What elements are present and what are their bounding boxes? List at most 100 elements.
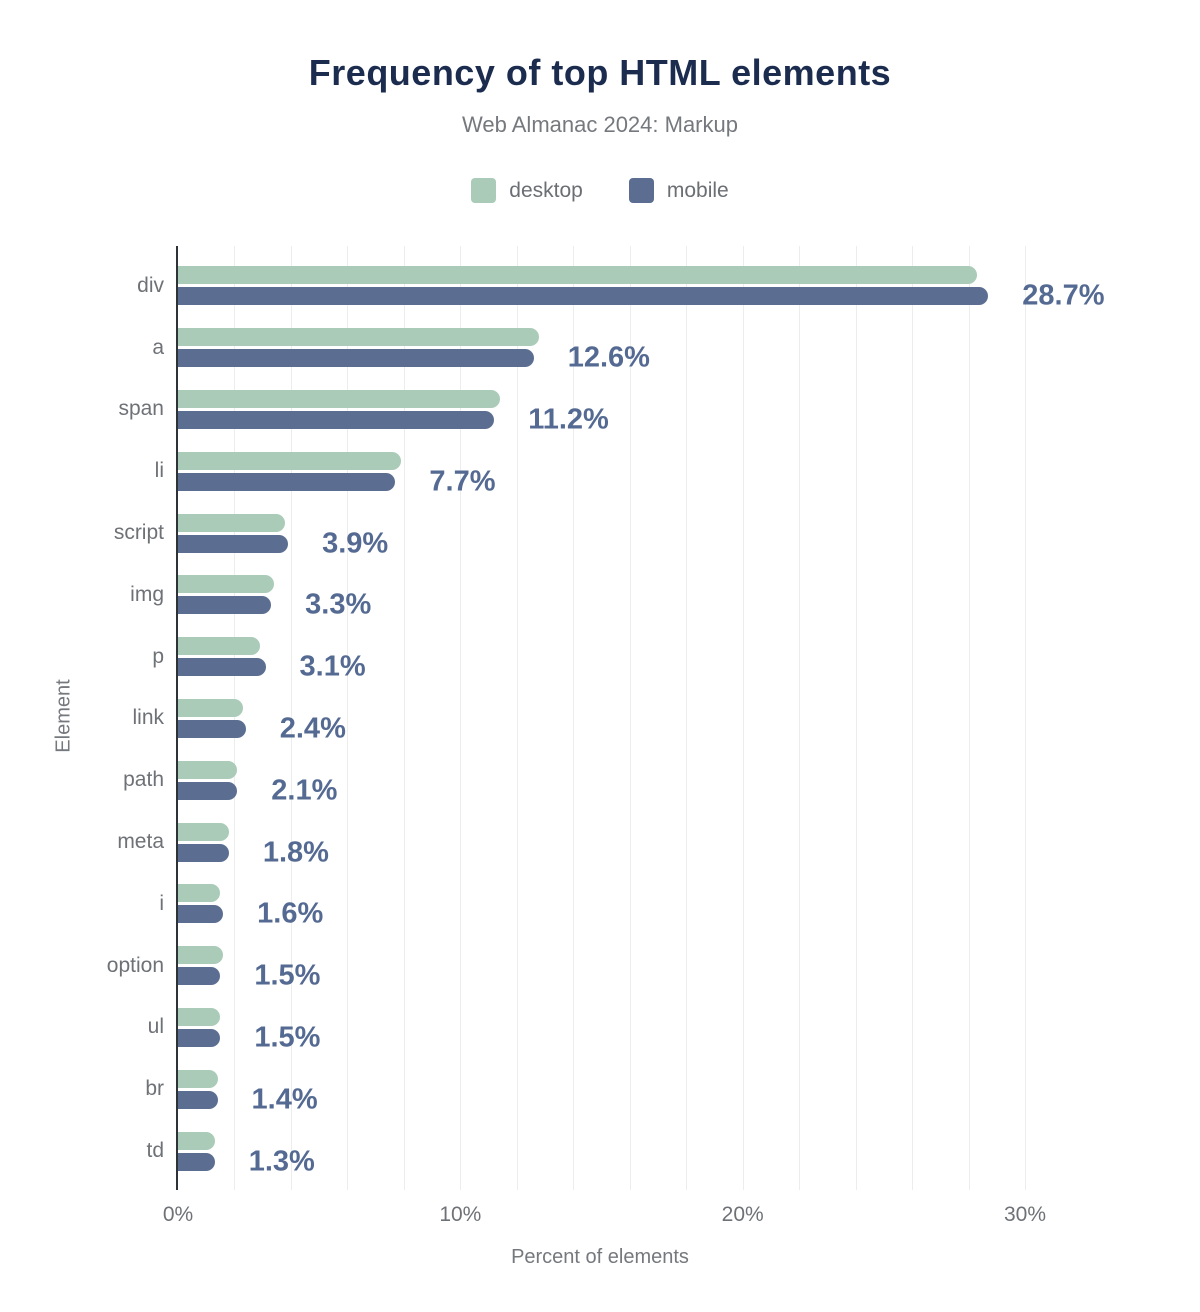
- y-axis-category-label: option: [106, 953, 164, 977]
- chart-subtitle: Web Almanac 2024: Markup: [462, 112, 738, 137]
- chart-row: path 2.1%: [0, 749, 1200, 811]
- gridline: [742, 246, 744, 1190]
- chart-row: img 3.3%: [0, 564, 1200, 626]
- gridline: [573, 246, 575, 1190]
- y-axis-category-label: br: [145, 1077, 164, 1101]
- desktop-bar[interactable]: [178, 760, 238, 779]
- desktop-bar[interactable]: [178, 328, 540, 347]
- value-label: 3.9%: [322, 527, 389, 560]
- value-label: 28.7%: [1022, 279, 1105, 312]
- value-label: 1.3%: [248, 1145, 315, 1178]
- desktop-bar[interactable]: [178, 389, 500, 408]
- desktop-bar[interactable]: [178, 266, 977, 285]
- value-label: 3.3%: [305, 588, 372, 621]
- mobile-bar[interactable]: [178, 658, 266, 677]
- desktop-bar[interactable]: [178, 451, 402, 470]
- y-axis-category-label: p: [152, 644, 164, 668]
- y-axis-category-label: link: [132, 706, 164, 730]
- gridline: [968, 246, 970, 1190]
- chart-row: meta 1.8%: [0, 811, 1200, 873]
- mobile-swatch-icon: [628, 178, 654, 203]
- plot-area: [0, 246, 1200, 1190]
- x-axis-tick-label: 10%: [439, 1203, 482, 1226]
- chart-row: div 28.7%: [0, 255, 1200, 317]
- desktop-bar[interactable]: [178, 822, 229, 841]
- value-label: 1.4%: [251, 1083, 318, 1116]
- legend-label-desktop: desktop: [509, 178, 583, 202]
- mobile-bar[interactable]: [178, 905, 224, 924]
- desktop-bar[interactable]: [178, 637, 260, 656]
- desktop-bar[interactable]: [178, 1007, 221, 1026]
- x-axis-tick-label: 30%: [1003, 1203, 1047, 1226]
- mobile-bar[interactable]: [178, 1090, 218, 1109]
- chart-row: span 11.2%: [0, 379, 1200, 441]
- gridline: [234, 246, 236, 1190]
- gridline: [460, 246, 462, 1190]
- desktop-bar[interactable]: [178, 513, 286, 532]
- value-label: 1.6%: [257, 897, 324, 930]
- value-label: 3.1%: [299, 650, 366, 683]
- gridline: [686, 246, 688, 1190]
- chart-row: script 3.9%: [0, 502, 1200, 564]
- legend-item-desktop[interactable]: desktop: [471, 178, 583, 203]
- gridline: [1025, 246, 1026, 1190]
- value-label: 1.5%: [254, 959, 321, 992]
- desktop-bar[interactable]: [178, 698, 243, 717]
- chart-row: br 1.4%: [0, 1058, 1200, 1120]
- x-axis: 0% 10% 20% 30%: [0, 1203, 1200, 1229]
- mobile-bar[interactable]: [178, 534, 289, 553]
- mobile-bar[interactable]: [178, 781, 238, 800]
- value-label: 1.5%: [254, 1021, 321, 1054]
- mobile-bar[interactable]: [178, 967, 221, 986]
- desktop-bar[interactable]: [178, 946, 224, 965]
- gridline: [629, 246, 631, 1190]
- chart-row: p 3.1%: [0, 626, 1200, 688]
- y-axis-category-label: span: [118, 397, 164, 421]
- gridline: [403, 246, 405, 1190]
- gridline: [290, 246, 292, 1190]
- y-axis-category-label: td: [146, 1139, 164, 1163]
- mobile-bar[interactable]: [178, 472, 396, 491]
- mobile-bar[interactable]: [178, 287, 989, 306]
- bar-rows: div 28.7% a 12.6% span 11.2% li 7.7% script 3.9% i…: [0, 255, 1200, 1182]
- y-axis-category-label: img: [130, 582, 164, 606]
- x-axis-tick-label: 20%: [721, 1203, 764, 1226]
- y-axis-category-label: li: [154, 459, 164, 483]
- value-label: 7.7%: [429, 465, 496, 498]
- value-label: 2.1%: [271, 774, 338, 807]
- y-axis-category-label: div: [137, 273, 164, 297]
- chart-row: i 1.6%: [0, 873, 1200, 935]
- desktop-bar[interactable]: [178, 1131, 215, 1150]
- value-label: 11.2%: [528, 403, 609, 436]
- value-label: 2.4%: [279, 712, 346, 745]
- y-axis-category-label: meta: [117, 830, 164, 854]
- x-axis-tick-label: 0%: [162, 1203, 194, 1226]
- gridline: [347, 246, 349, 1190]
- mobile-bar[interactable]: [178, 596, 272, 615]
- mobile-bar[interactable]: [178, 1152, 215, 1171]
- y-axis-line: [176, 246, 178, 1190]
- gridline: [855, 246, 857, 1190]
- x-axis-title: Percent of elements: [511, 1246, 689, 1268]
- mobile-bar[interactable]: [178, 1028, 221, 1047]
- mobile-bar[interactable]: [178, 843, 229, 862]
- legend: desktop mobile: [0, 178, 1200, 203]
- mobile-bar[interactable]: [178, 410, 495, 429]
- value-label: 1.8%: [262, 836, 329, 869]
- desktop-bar[interactable]: [178, 884, 221, 903]
- chart-row: link 2.4%: [0, 688, 1200, 750]
- chart-row: option 1.5%: [0, 935, 1200, 997]
- desktop-bar[interactable]: [178, 1069, 218, 1088]
- chart-row: li 7.7%: [0, 440, 1200, 502]
- desktop-bar[interactable]: [178, 575, 274, 594]
- legend-item-mobile[interactable]: mobile: [628, 178, 729, 203]
- y-axis-category-label: ul: [147, 1015, 164, 1039]
- mobile-bar[interactable]: [178, 349, 534, 368]
- chart-row: a 12.6%: [0, 317, 1200, 379]
- y-axis-category-label: script: [113, 521, 164, 545]
- mobile-bar[interactable]: [178, 719, 246, 738]
- chart-row: ul 1.5%: [0, 997, 1200, 1059]
- gridline: [516, 246, 518, 1190]
- chart-row: td 1.3%: [0, 1120, 1200, 1182]
